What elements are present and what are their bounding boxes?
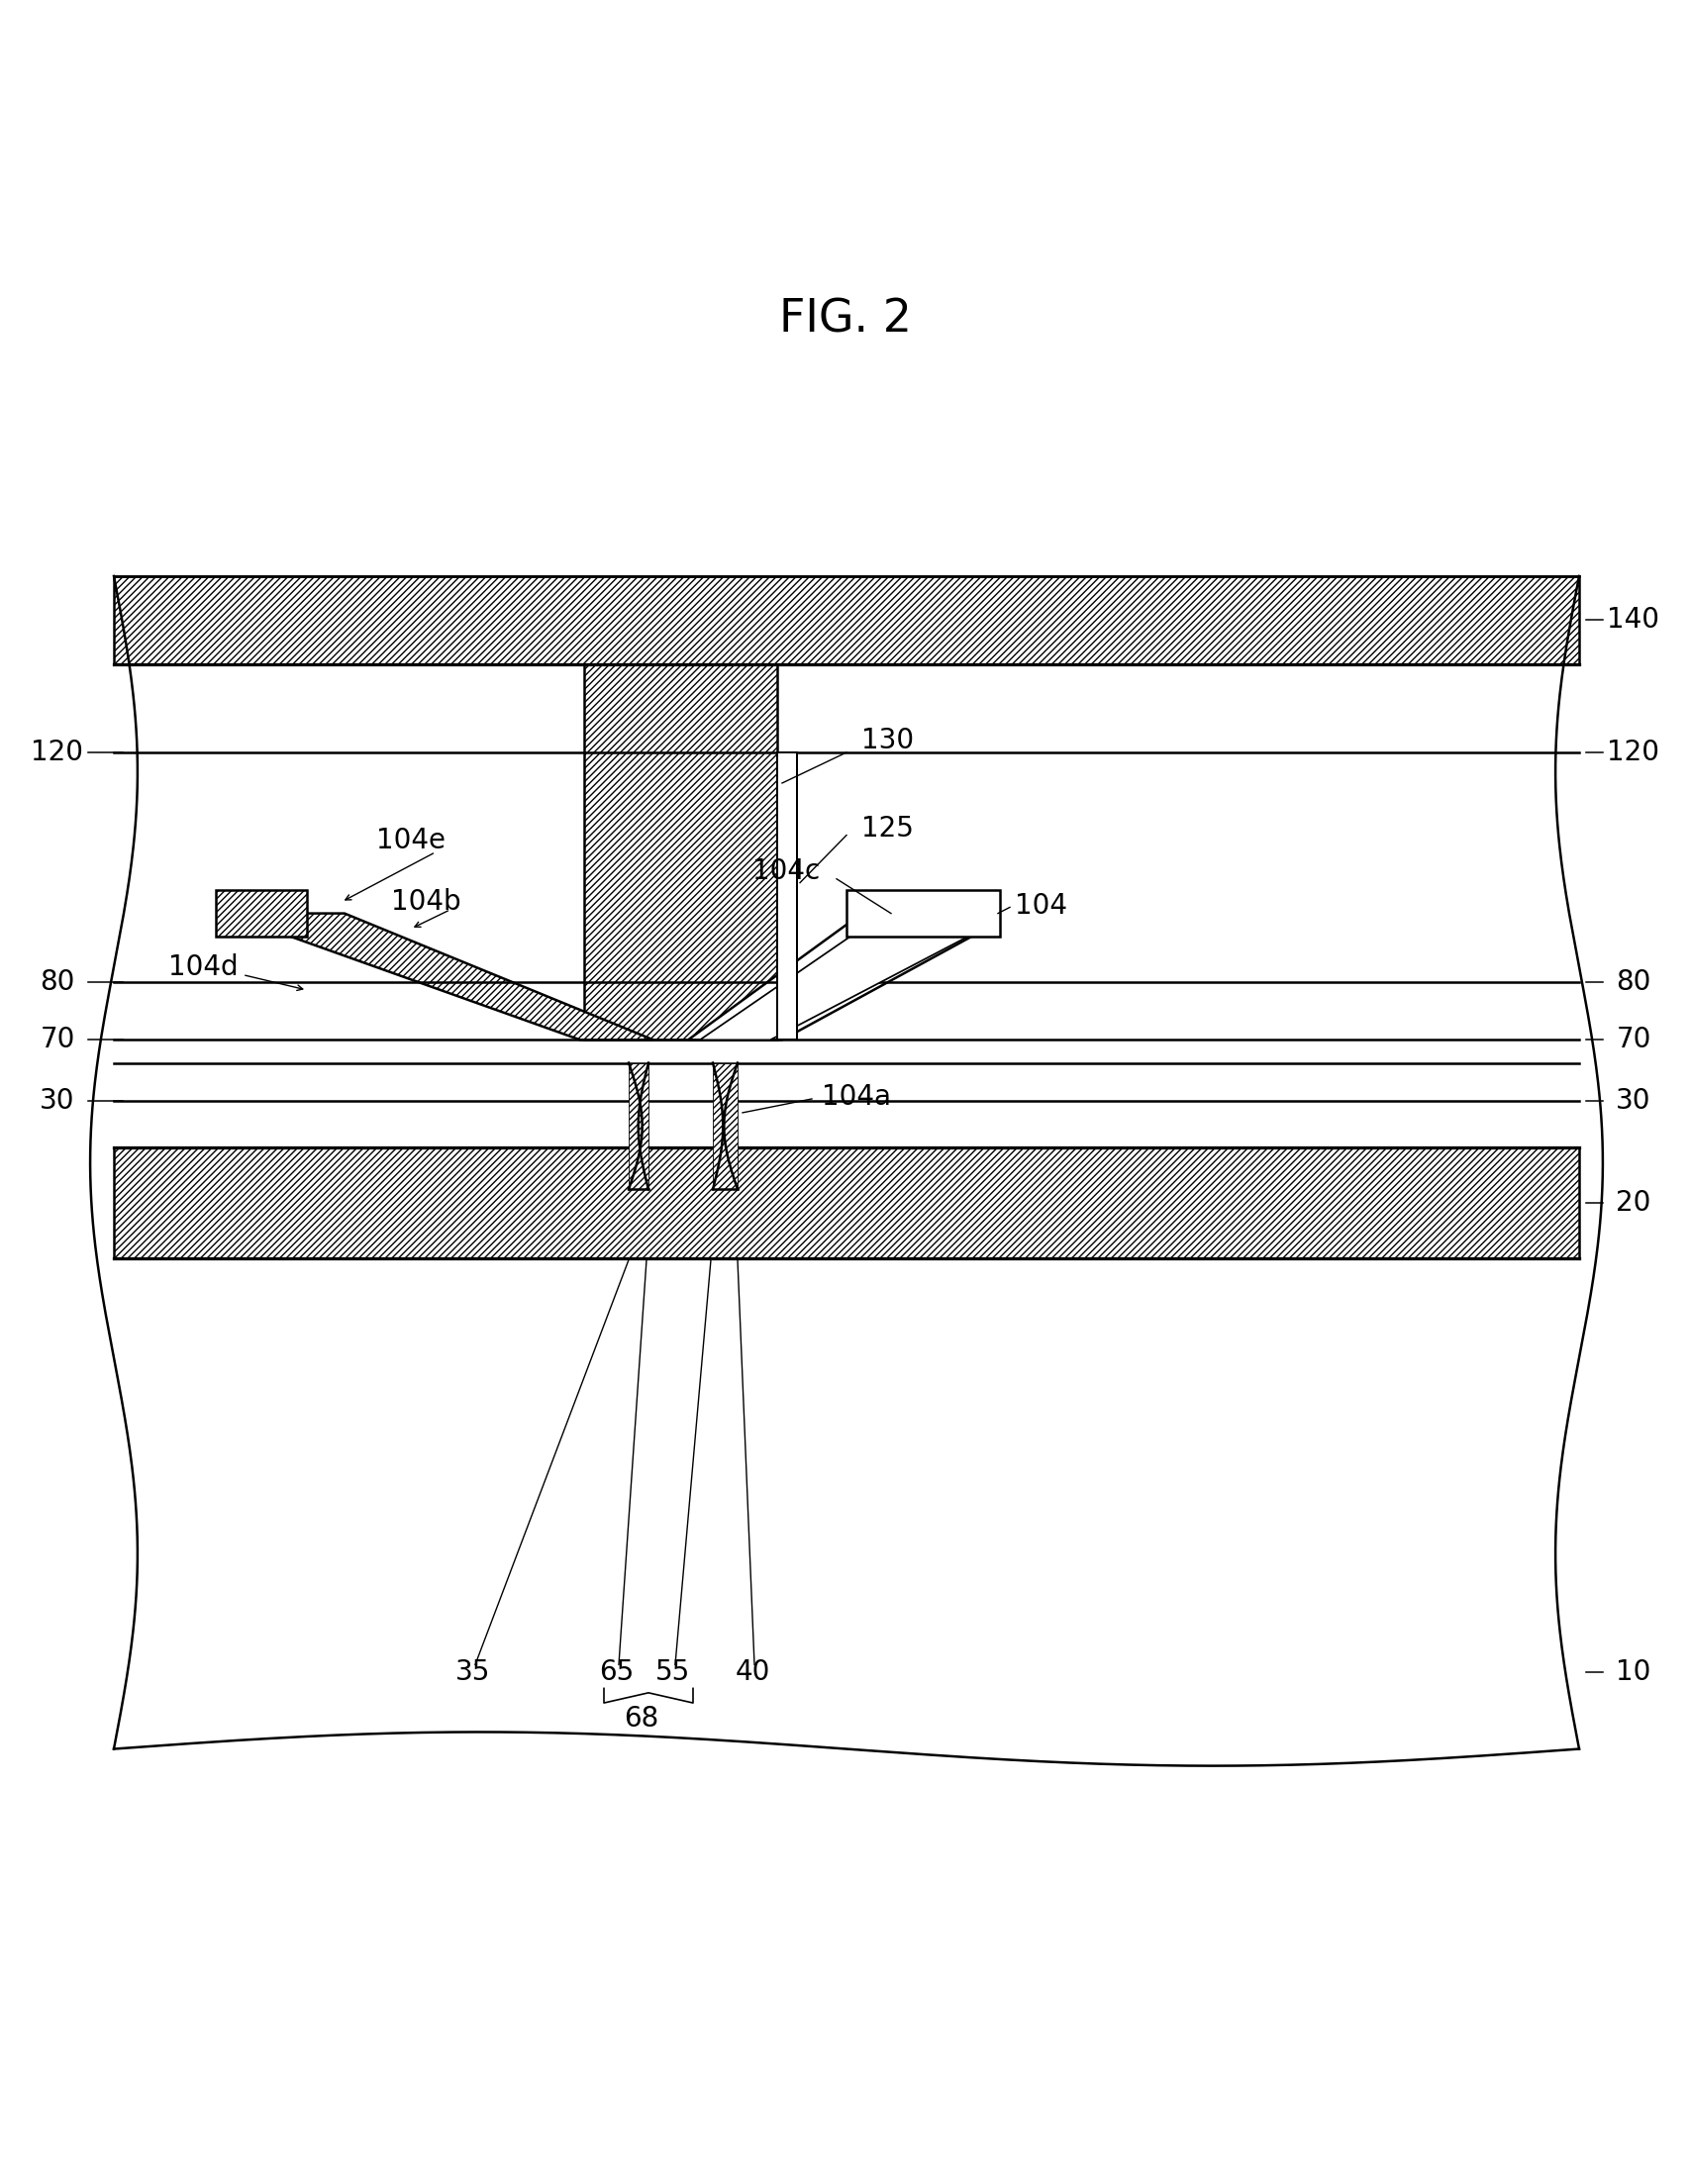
Text: 120: 120: [30, 738, 83, 767]
Polygon shape: [777, 753, 796, 1040]
Text: 55: 55: [656, 1658, 690, 1686]
Text: 125: 125: [860, 815, 913, 843]
Polygon shape: [225, 913, 652, 1040]
Text: 104b: 104b: [390, 889, 461, 915]
Text: 104c: 104c: [752, 858, 820, 885]
Polygon shape: [629, 1064, 647, 1190]
Text: 20: 20: [1616, 1188, 1649, 1216]
Text: 80: 80: [1616, 968, 1649, 996]
Text: 35: 35: [456, 1658, 490, 1686]
Polygon shape: [688, 922, 999, 1040]
Text: 120: 120: [1607, 738, 1660, 767]
Text: 70: 70: [1616, 1026, 1649, 1053]
Polygon shape: [700, 922, 997, 1040]
Text: 80: 80: [41, 968, 74, 996]
Text: 65: 65: [598, 1658, 634, 1686]
Polygon shape: [583, 664, 777, 1040]
Text: 68: 68: [624, 1704, 659, 1732]
Text: 30: 30: [1616, 1088, 1649, 1116]
Text: 10: 10: [1616, 1658, 1649, 1686]
Polygon shape: [216, 891, 306, 937]
Text: 104: 104: [1014, 891, 1066, 919]
Text: FIG. 2: FIG. 2: [779, 297, 911, 341]
Text: 104d: 104d: [169, 952, 238, 981]
Polygon shape: [113, 1147, 1578, 1258]
Text: 130: 130: [860, 727, 913, 756]
Text: 70: 70: [41, 1026, 74, 1053]
Polygon shape: [847, 891, 999, 937]
Text: 140: 140: [1607, 607, 1660, 633]
Text: 30: 30: [41, 1088, 74, 1116]
Polygon shape: [713, 1064, 737, 1190]
Text: 40: 40: [735, 1658, 769, 1686]
Text: 104e: 104e: [375, 828, 444, 854]
Polygon shape: [113, 577, 1578, 664]
Text: 104a: 104a: [821, 1083, 891, 1112]
